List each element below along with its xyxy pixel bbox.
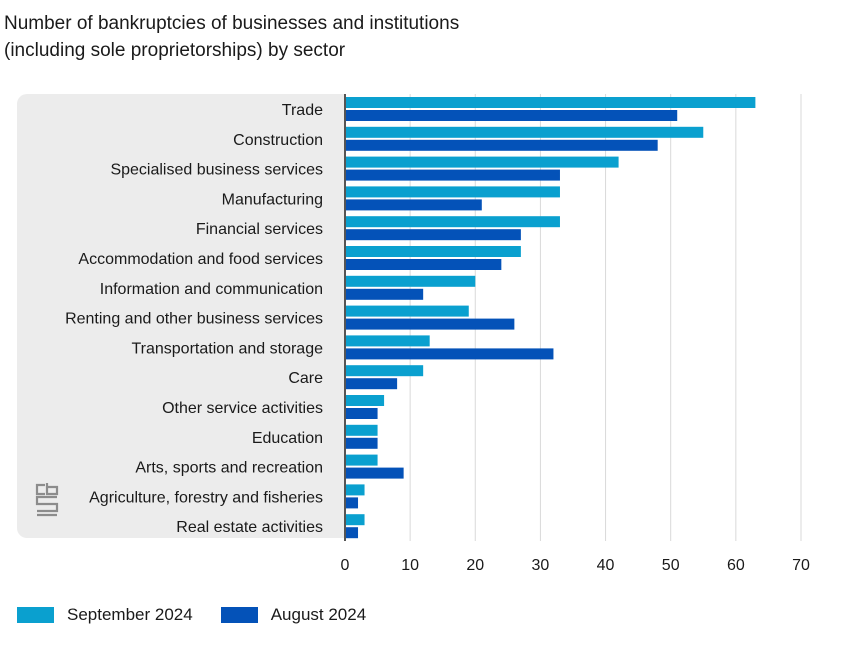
bar-care-september[interactable] xyxy=(345,365,424,377)
x-tick-label-40: 40 xyxy=(597,557,615,574)
bar-accommodation-and-food-services-september[interactable] xyxy=(345,246,521,257)
bar-accommodation-and-food-services-august[interactable] xyxy=(345,259,502,270)
x-tick-label-50: 50 xyxy=(662,557,680,574)
bar-trade-september[interactable] xyxy=(345,97,756,108)
bar-arts-sports-and-recreation-september[interactable] xyxy=(345,454,378,466)
bars xyxy=(345,97,756,539)
bar-construction-august[interactable] xyxy=(345,139,658,151)
chart-title-line-2: (including sole proprietorships) by sect… xyxy=(4,40,346,61)
category-labels: Trade Construction Specialised business se… xyxy=(65,102,323,536)
bar-information-and-communication-august[interactable] xyxy=(345,288,424,300)
chart-title: Number of bankruptcies of businesses and… xyxy=(4,10,459,64)
category-label-specialised-business-services: Specialised business services xyxy=(110,162,323,179)
bar-financial-services-september[interactable] xyxy=(345,216,560,228)
category-label-transportation-and-storage: Transportation and storage xyxy=(131,340,323,357)
bar-financial-services-august[interactable] xyxy=(345,229,521,241)
category-label-accommodation-and-food-services: Accommodation and food services xyxy=(78,251,323,268)
bar-construction-september[interactable] xyxy=(345,126,704,138)
bar-education-august[interactable] xyxy=(345,437,378,449)
category-label-education: Education xyxy=(252,430,323,447)
category-label-agriculture-forestry-and-fisheries: Agriculture, forestry and fisheries xyxy=(89,489,323,506)
legend: September 2024 August 2024 xyxy=(17,604,394,626)
legend-label-august: August 2024 xyxy=(270,605,367,624)
bar-manufacturing-september[interactable] xyxy=(345,186,560,198)
category-label-trade: Trade xyxy=(282,102,323,119)
bar-trade-august[interactable] xyxy=(345,110,678,121)
bar-transportation-and-storage-august[interactable] xyxy=(345,348,554,360)
bar-education-september[interactable] xyxy=(345,424,378,436)
bar-specialised-business-services-august[interactable] xyxy=(345,169,560,181)
bar-information-and-communication-september[interactable] xyxy=(345,275,476,287)
bar-renting-and-other-business-services-august[interactable] xyxy=(345,318,515,330)
category-label-panel xyxy=(17,94,345,538)
category-label-financial-services: Financial services xyxy=(196,221,323,238)
legend-label-september: September 2024 xyxy=(67,605,193,624)
category-label-construction: Construction xyxy=(233,132,323,149)
legend-item-september[interactable]: September 2024 xyxy=(17,605,193,625)
x-tick-label-0: 0 xyxy=(341,557,350,574)
x-axis-ticks: 0 10 20 30 40 50 60 70 xyxy=(341,557,810,574)
category-label-other-service-activities: Other service activities xyxy=(162,400,323,417)
category-label-manufacturing: Manufacturing xyxy=(222,191,323,208)
x-tick-label-10: 10 xyxy=(401,557,419,574)
legend-swatch-september xyxy=(17,607,54,623)
category-label-real-estate-activities: Real estate activities xyxy=(176,519,323,536)
bar-arts-sports-and-recreation-august[interactable] xyxy=(345,467,404,479)
bar-real-estate-activities-september[interactable] xyxy=(345,514,365,526)
bar-other-service-activities-september[interactable] xyxy=(345,395,385,406)
bar-specialised-business-services-september[interactable] xyxy=(345,156,619,168)
category-label-renting-and-other-business-services: Renting and other business services xyxy=(65,311,323,328)
category-label-information-and-communication: Information and communication xyxy=(100,281,323,298)
x-tick-label-60: 60 xyxy=(727,557,745,574)
category-label-care: Care xyxy=(288,370,323,387)
legend-swatch-august xyxy=(220,607,258,623)
bar-care-august[interactable] xyxy=(345,378,398,390)
bar-real-estate-activities-august[interactable] xyxy=(345,527,359,539)
gridlines xyxy=(409,94,802,541)
bar-other-service-activities-august[interactable] xyxy=(345,408,378,419)
x-tick-label-30: 30 xyxy=(532,557,550,574)
x-tick-label-70: 70 xyxy=(792,557,810,574)
x-tick-label-20: 20 xyxy=(466,557,484,574)
bar-manufacturing-august[interactable] xyxy=(345,199,482,211)
chart-title-line-1: Number of bankruptcies of businesses and… xyxy=(4,13,460,34)
cbs-logo-icon xyxy=(33,483,61,526)
bar-transportation-and-storage-september[interactable] xyxy=(345,335,430,347)
bar-agriculture-forestry-and-fisheries-august[interactable] xyxy=(345,497,359,509)
legend-item-august[interactable]: August 2024 xyxy=(220,605,367,625)
bar-agriculture-forestry-and-fisheries-september[interactable] xyxy=(345,484,365,496)
bar-renting-and-other-business-services-september[interactable] xyxy=(345,305,469,317)
category-label-arts-sports-and-recreation: Arts, sports and recreation xyxy=(135,460,323,477)
